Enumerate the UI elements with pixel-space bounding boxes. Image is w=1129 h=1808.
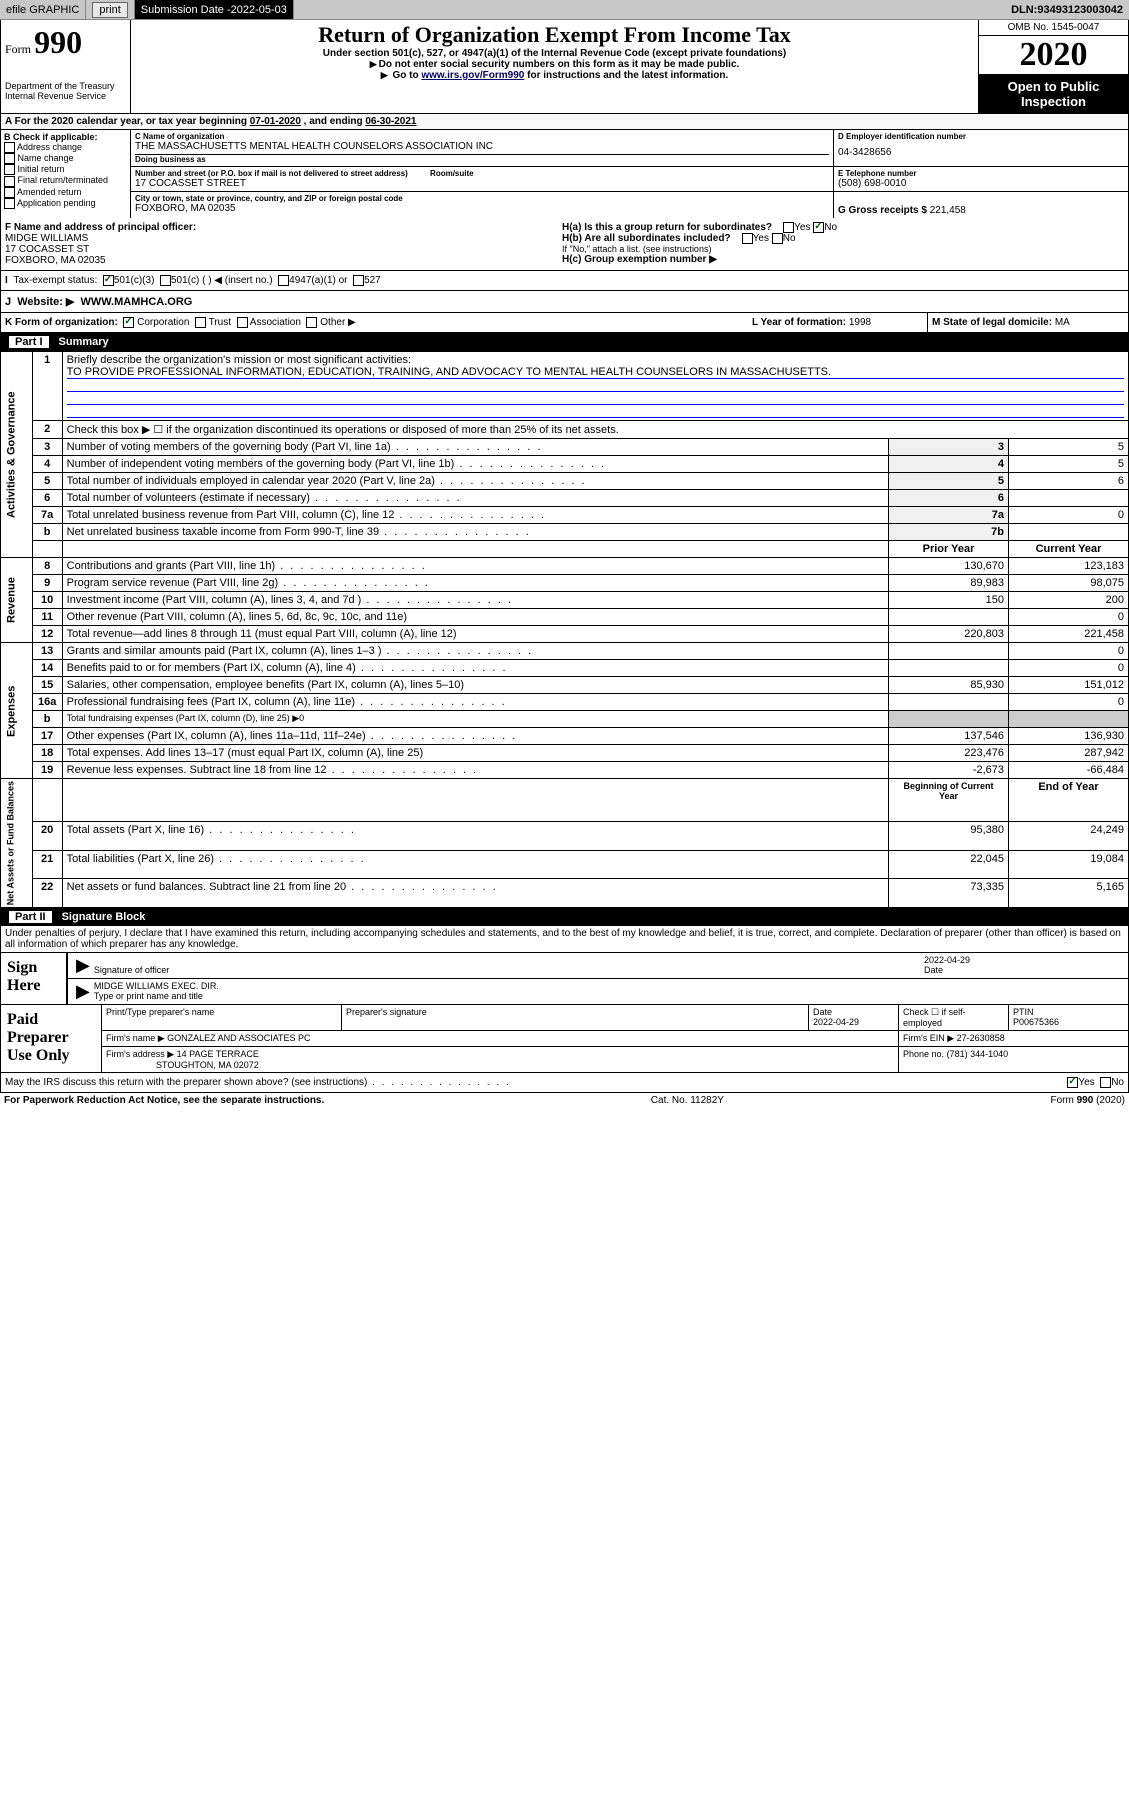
officer-print-name: MIDGE WILLIAMS EXEC. DIR. bbox=[94, 981, 219, 991]
identity-block: B Check if applicable: Address change Na… bbox=[0, 130, 1129, 218]
efile-label: efile GRAPHIC bbox=[0, 0, 86, 19]
revenue-tab: Revenue bbox=[1, 558, 33, 643]
trust-checkbox[interactable] bbox=[195, 317, 206, 328]
form-title-box: Return of Organization Exempt From Incom… bbox=[131, 20, 978, 113]
checkbox-column-b: B Check if applicable: Address change Na… bbox=[1, 130, 131, 218]
arrow-icon: ▶ bbox=[72, 955, 94, 976]
tax-status-row: I Tax-exempt status: 501(c)(3) 501(c) ( … bbox=[0, 271, 1129, 291]
initial-return-checkbox[interactable] bbox=[4, 164, 15, 175]
city-state-zip: FOXBORO, MA 02035 bbox=[135, 203, 829, 214]
4947-checkbox[interactable] bbox=[278, 275, 289, 286]
527-checkbox[interactable] bbox=[353, 275, 364, 286]
submission-date-box: Submission Date - 2022-05-03 bbox=[135, 0, 294, 19]
corporation-checkbox[interactable] bbox=[123, 317, 134, 328]
governance-tab: Activities & Governance bbox=[1, 352, 33, 558]
ptin-value: P00675366 bbox=[1013, 1017, 1059, 1027]
summary-table: Activities & Governance 1 Briefly descri… bbox=[0, 351, 1129, 908]
tax-year-row: A For the 2020 calendar year, or tax yea… bbox=[0, 114, 1129, 130]
netassets-tab: Net Assets or Fund Balances bbox=[1, 779, 33, 908]
hb-no-checkbox[interactable] bbox=[772, 233, 783, 244]
street-address: 17 COCASSET STREET bbox=[135, 178, 829, 189]
state-domicile: MA bbox=[1055, 317, 1070, 328]
association-checkbox[interactable] bbox=[237, 317, 248, 328]
discuss-row: May the IRS discuss this return with the… bbox=[0, 1073, 1129, 1093]
part-ii-header: Part II Signature Block bbox=[0, 908, 1129, 926]
application-pending-checkbox[interactable] bbox=[4, 198, 15, 209]
ha-yes-checkbox[interactable] bbox=[783, 222, 794, 233]
penalty-statement: Under penalties of perjury, I declare th… bbox=[0, 926, 1129, 953]
other-checkbox[interactable] bbox=[306, 317, 317, 328]
address-change-checkbox[interactable] bbox=[4, 142, 15, 153]
501c3-checkbox[interactable] bbox=[103, 275, 114, 286]
expenses-tab: Expenses bbox=[1, 643, 33, 779]
instructions-link[interactable]: www.irs.gov/Form990 bbox=[421, 70, 524, 81]
signature-block: Sign Here ▶ Signature of officer 2022-04… bbox=[0, 953, 1129, 1073]
gross-receipts: 221,458 bbox=[930, 205, 966, 216]
website-row: J Website: ▶ WWW.MAMHCA.ORG bbox=[0, 291, 1129, 313]
website-value: WWW.MAMHCA.ORG bbox=[81, 296, 193, 308]
name-change-checkbox[interactable] bbox=[4, 153, 15, 164]
page-title: Return of Organization Exempt From Incom… bbox=[137, 22, 972, 48]
discuss-yes-checkbox[interactable] bbox=[1067, 1077, 1078, 1088]
part-i-header: Part I Summary bbox=[0, 333, 1129, 351]
paid-preparer-label: Paid Preparer Use Only bbox=[1, 1005, 101, 1072]
year-box: OMB No. 1545-0047 2020 Open to Public In… bbox=[978, 20, 1128, 113]
firm-phone: (781) 344-1040 bbox=[947, 1049, 1009, 1059]
klm-row: K Form of organization: Corporation Trus… bbox=[0, 313, 1129, 333]
ein-value: 04-3428656 bbox=[838, 141, 1124, 164]
firm-ein: 27-2630858 bbox=[957, 1033, 1005, 1043]
firm-name: GONZALEZ AND ASSOCIATES PC bbox=[167, 1033, 310, 1043]
org-name: THE MASSACHUSETTS MENTAL HEALTH COUNSELO… bbox=[135, 141, 829, 152]
discuss-no-checkbox[interactable] bbox=[1100, 1077, 1111, 1088]
arrow-icon: ▶ bbox=[72, 981, 94, 1002]
phone-value: (508) 698-0010 bbox=[838, 178, 1124, 189]
hb-yes-checkbox[interactable] bbox=[742, 233, 753, 244]
form-header: Form 990 Department of the Treasury Inte… bbox=[0, 20, 1129, 114]
amended-return-checkbox[interactable] bbox=[4, 187, 15, 198]
501c-checkbox[interactable] bbox=[160, 275, 171, 286]
dln-box: DLN: 93493123003042 bbox=[1005, 0, 1129, 19]
officer-group-block: F Name and address of principal officer:… bbox=[0, 218, 1129, 271]
page-footer: For Paperwork Reduction Act Notice, see … bbox=[0, 1093, 1129, 1108]
ha-no-checkbox[interactable] bbox=[813, 222, 824, 233]
form-number-box: Form 990 Department of the Treasury Inte… bbox=[1, 20, 131, 113]
print-button[interactable]: print bbox=[92, 2, 127, 18]
mission-text: TO PROVIDE PROFESSIONAL INFORMATION, EDU… bbox=[67, 366, 1124, 379]
officer-name: MIDGE WILLIAMS bbox=[5, 233, 88, 244]
year-formation: 1998 bbox=[849, 317, 871, 328]
sign-here-label: Sign Here bbox=[1, 953, 66, 1004]
final-return-checkbox[interactable] bbox=[4, 176, 15, 187]
top-toolbar: efile GRAPHIC print Submission Date - 20… bbox=[0, 0, 1129, 20]
